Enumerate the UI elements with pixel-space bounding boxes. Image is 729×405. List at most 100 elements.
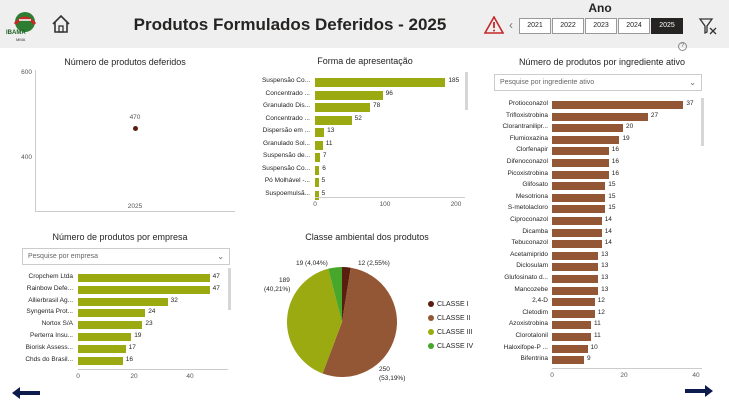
forma-bar[interactable]: [315, 153, 320, 162]
forma-bar[interactable]: [315, 190, 319, 200]
year-2022-button[interactable]: 2022: [552, 18, 584, 34]
empresa-search-placeholder: Pesquise por empresa: [28, 253, 99, 260]
forma-scrollbar[interactable]: [465, 72, 468, 110]
pie-label-classe-ii-pct: (53,19%): [379, 375, 406, 382]
ingrediente-bar[interactable]: [552, 101, 684, 109]
forward-button[interactable]: [683, 384, 715, 398]
year-2021-button[interactable]: 2021: [519, 18, 551, 34]
empresa-bar[interactable]: [78, 344, 126, 353]
year-2025-button[interactable]: 2025: [651, 18, 683, 34]
ingrediente-bar[interactable]: [552, 356, 584, 365]
pie-slice-classe-ii[interactable]: [322, 267, 398, 377]
deferidos-point[interactable]: [133, 126, 138, 131]
year-2023-button[interactable]: 2023: [585, 18, 617, 34]
ingrediente-bar[interactable]: [552, 170, 609, 179]
forma-bar[interactable]: [315, 140, 323, 150]
legend-label: CLASSE IV: [437, 342, 474, 350]
pie-slice-classe-i[interactable]: [342, 267, 351, 322]
pie-slice-classe-iv[interactable]: [328, 267, 342, 322]
legend-item[interactable]: CLASSE III: [428, 325, 498, 339]
empresa-category-label: Biorisk Assess...: [25, 343, 73, 351]
ingrediente-search-input[interactable]: Pesquise por ingrediente ativo ⌄: [494, 74, 702, 91]
ingrediente-bar[interactable]: [552, 147, 609, 156]
ingrediente-bar[interactable]: [552, 112, 648, 121]
logo-subtext: MMA: [16, 37, 26, 42]
ingrediente-bar[interactable]: [552, 240, 602, 249]
deferidos-title: Número de produtos deferidos: [64, 57, 186, 67]
legend-item[interactable]: CLASSE I: [428, 297, 498, 311]
ingrediente-bar[interactable]: [552, 217, 602, 225]
empresa-bar[interactable]: [78, 333, 132, 341]
ingrediente-category-label: Mesotriona: [515, 192, 548, 200]
ingrediente-bar[interactable]: [552, 275, 599, 283]
ingrediente-category-label: Picoxistrobina: [507, 169, 548, 177]
help-icon[interactable]: ?: [678, 42, 687, 51]
ingrediente-bar[interactable]: [552, 251, 599, 260]
ingrediente-scrollbar[interactable]: [701, 98, 704, 146]
empresa-bar[interactable]: [78, 274, 210, 282]
ingrediente-bar[interactable]: [552, 321, 592, 330]
ingrediente-bar[interactable]: [552, 263, 599, 272]
legend-item[interactable]: CLASSE IV: [428, 339, 498, 353]
forma-category-label: Suspensão Co...: [261, 77, 310, 84]
year-prev-icon[interactable]: ‹: [509, 18, 513, 32]
ingrediente-bar[interactable]: [552, 228, 602, 237]
ingrediente-category-label: Protioconazol: [508, 100, 548, 107]
ingrediente-bar[interactable]: [552, 193, 606, 202]
pie-label-classe-iii-pct: (40,21%): [264, 286, 291, 293]
ingrediente-bar[interactable]: [552, 135, 620, 144]
ingrediente-bar[interactable]: [552, 159, 609, 167]
ingrediente-bar[interactable]: [552, 205, 606, 214]
ingrediente-category-label: 2,4-D: [532, 297, 548, 305]
year-2024-button[interactable]: 2024: [618, 18, 650, 34]
forma-xtick-100: 100: [379, 201, 391, 208]
forma-bar[interactable]: [315, 90, 383, 100]
ingrediente-category-label: Trifloxistrobina: [505, 111, 548, 119]
ingrediente-bar[interactable]: [552, 298, 595, 307]
legend-item[interactable]: CLASSE II: [428, 311, 498, 325]
empresa-data-label: 47: [212, 284, 220, 292]
ingrediente-bar[interactable]: [552, 309, 595, 318]
ingrediente-bar[interactable]: [552, 182, 606, 191]
forma-bar[interactable]: [315, 128, 325, 137]
forma-data-label: 11: [325, 139, 333, 147]
warning-button[interactable]: [483, 15, 505, 34]
back-button[interactable]: [10, 386, 42, 400]
ingrediente-bar[interactable]: [552, 344, 588, 353]
legend-label: CLASSE II: [437, 314, 471, 322]
empresa-bar[interactable]: [78, 356, 123, 365]
ingrediente-data-label: 14: [604, 239, 612, 247]
home-icon: [52, 14, 70, 33]
ingrediente-bar[interactable]: [552, 124, 623, 133]
forma-category-label: Granulado Sol...: [263, 139, 310, 147]
empresa-bar[interactable]: [78, 321, 143, 330]
ingrediente-bar[interactable]: [552, 333, 592, 341]
clear-filter-button[interactable]: [698, 16, 718, 36]
empresa-scrollbar[interactable]: [228, 268, 231, 310]
empresa-bar[interactable]: [78, 285, 210, 294]
ingrediente-data-label: 37: [686, 100, 694, 107]
forma-bar[interactable]: [315, 103, 370, 112]
empresa-search-input[interactable]: Pesquise por empresa ⌄: [22, 248, 230, 265]
ingrediente-category-label: Tebuconazol: [511, 239, 549, 247]
empresa-bar[interactable]: [78, 297, 168, 306]
empresa-data-label: 17: [128, 343, 136, 351]
ingrediente-category-label: Azoxistrobina: [508, 320, 548, 328]
home-button[interactable]: [50, 13, 72, 35]
ingrediente-data-label: 11: [594, 332, 601, 339]
forma-bar[interactable]: [315, 178, 319, 187]
pie-slice-classe-iii[interactable]: [287, 268, 342, 374]
empresa-bar[interactable]: [78, 309, 146, 318]
ingrediente-category-label: Cletodim: [522, 308, 548, 316]
ingrediente-data-label: 13: [601, 285, 609, 293]
forma-bar[interactable]: [315, 78, 446, 87]
ingrediente-category-label: Clorantranilipr...: [502, 123, 548, 131]
ingrediente-data-label: 9: [586, 355, 591, 363]
ingrediente-category-label: Difenoconazol: [506, 158, 548, 165]
arrow-left-icon: [12, 387, 40, 399]
forma-bar[interactable]: [315, 165, 320, 175]
forma-category-label: Dispersão em ...: [262, 127, 310, 134]
deferidos-ytick-600: 600: [21, 69, 32, 76]
ingrediente-bar[interactable]: [552, 286, 599, 295]
forma-bar[interactable]: [315, 115, 352, 125]
